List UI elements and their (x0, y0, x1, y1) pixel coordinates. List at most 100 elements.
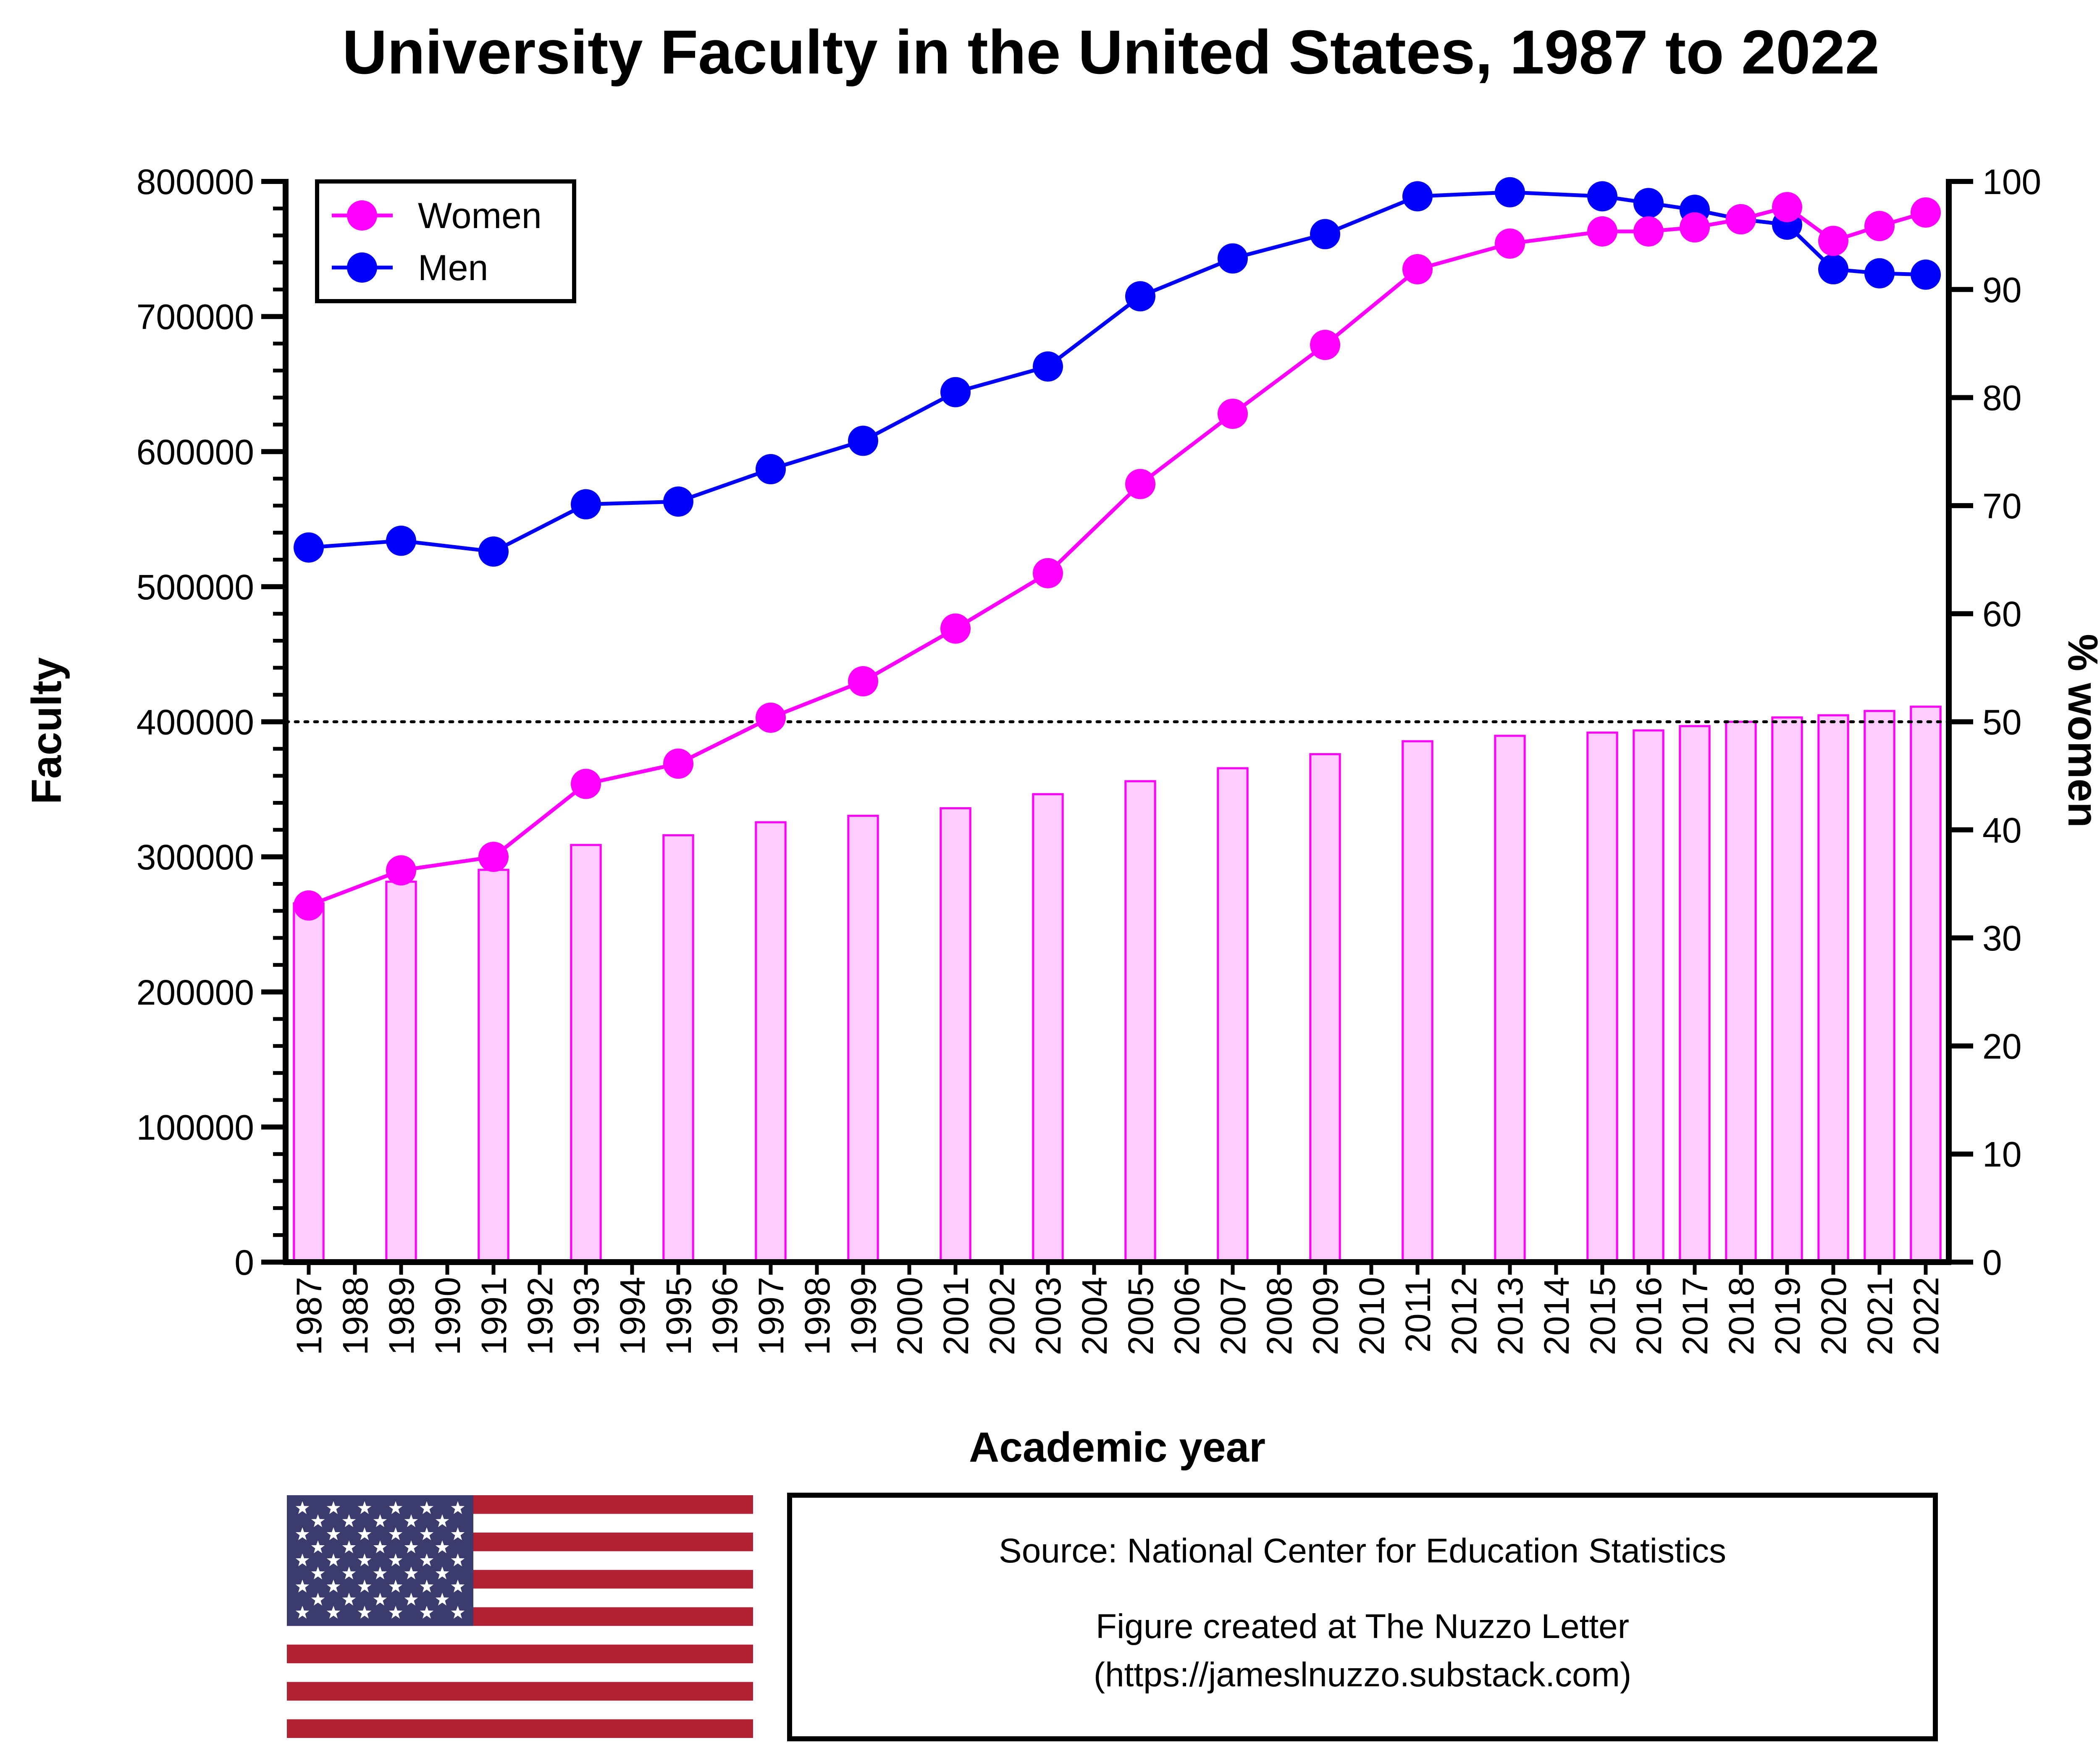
point-men-2003 (1033, 351, 1063, 382)
flag-star (342, 1593, 356, 1606)
flag-star (435, 1593, 449, 1606)
point-men-1989 (386, 525, 416, 556)
flag-star (388, 1527, 403, 1541)
bar-pct-women-2022 (1910, 705, 1942, 1263)
x-tick-label: 2017 (1675, 1277, 1715, 1355)
point-men-2005 (1125, 281, 1155, 312)
flag-stripe (287, 1719, 753, 1738)
point-men-2022 (1911, 259, 1941, 290)
x-tick-label: 2016 (1629, 1277, 1669, 1355)
y-tick-label: 100000 (136, 1108, 254, 1147)
x-tick-label: 2021 (1860, 1277, 1900, 1355)
bar-pct-women-2001 (940, 807, 971, 1263)
flag-star (373, 1593, 387, 1606)
flag-star (326, 1579, 341, 1593)
bar-pct-women-2015 (1586, 731, 1618, 1263)
source-box: Source: National Center for Education St… (787, 1493, 1938, 1741)
flag-star (357, 1527, 372, 1541)
x-tick-label: 2011 (1398, 1277, 1438, 1353)
flag-star (342, 1566, 356, 1580)
x-tick-label: 2009 (1306, 1277, 1345, 1355)
bar-pct-women-1995 (662, 834, 694, 1263)
point-women-2009 (1310, 330, 1340, 360)
point-women-2015 (1587, 216, 1617, 247)
flag-star (388, 1501, 403, 1514)
flag-star (451, 1501, 465, 1514)
legend-women-marker (347, 200, 377, 231)
x-tick-label: 2012 (1444, 1277, 1484, 1355)
x-tick-label: 2000 (890, 1277, 929, 1355)
y-tick-label: 700000 (136, 297, 254, 337)
x-tick-label: 2007 (1213, 1277, 1253, 1355)
y-tick-label: 400000 (136, 703, 254, 742)
bar-pct-women-1993 (570, 844, 602, 1263)
y-tick-label: 0 (234, 1243, 254, 1282)
bars-layer (293, 705, 1942, 1263)
point-women-1997 (756, 702, 786, 733)
flag-star (451, 1579, 465, 1593)
line-women (308, 205, 1927, 908)
y2-tick-label: 30 (1982, 919, 2021, 958)
y2-tick-label: 70 (1982, 486, 2021, 526)
point-men-2016 (1633, 188, 1664, 218)
flag-star (311, 1566, 325, 1580)
bar-pct-women-2009 (1309, 753, 1341, 1263)
x-tick-label: 2022 (1906, 1277, 1946, 1355)
flag-star (435, 1540, 449, 1554)
flag-star (295, 1606, 310, 1619)
x-tick-label: 2013 (1491, 1277, 1530, 1355)
x-tick-label: 1989 (382, 1277, 421, 1355)
point-women-1987 (294, 890, 324, 921)
flag-star (451, 1606, 465, 1619)
flag-star (404, 1566, 418, 1580)
x-tick-label: 1995 (659, 1277, 698, 1355)
flag-stripe (287, 1644, 753, 1664)
point-men-1995 (663, 486, 693, 517)
bar-pct-women-1999 (847, 814, 879, 1263)
us-flag-image (287, 1495, 753, 1738)
x-tick-label: 1988 (336, 1277, 375, 1355)
x-tick-label: 1998 (798, 1277, 837, 1355)
bar-pct-women-1997 (755, 821, 787, 1263)
point-women-2021 (1864, 211, 1895, 242)
y-tick-label: 800000 (136, 162, 254, 202)
flag-star (420, 1579, 434, 1593)
flag-star (373, 1540, 387, 1554)
legend: Women Men (315, 179, 576, 303)
point-men-1993 (571, 489, 601, 520)
x-tick-label: 2018 (1722, 1277, 1761, 1355)
flag-stripe (287, 1682, 753, 1701)
bar-pct-women-2018 (1725, 721, 1757, 1263)
x-tick-label: 2010 (1352, 1277, 1391, 1355)
x-tick-label: 2006 (1167, 1277, 1207, 1355)
x-tick-label: 1992 (520, 1277, 560, 1355)
y2-axis-title: % women (2059, 634, 2100, 827)
bar-pct-women-2019 (1771, 716, 1803, 1263)
y-axis-title: Faculty (23, 657, 70, 804)
flag-star (373, 1566, 387, 1580)
flag-star (295, 1579, 310, 1593)
flag-star (357, 1606, 372, 1619)
flag-star (295, 1553, 310, 1567)
point-men-1997 (756, 454, 786, 485)
credit-line-2: (https://jameslnuzzo.substack.com) (1094, 1656, 1632, 1694)
flag-star (404, 1514, 418, 1527)
x-tick-label: 2020 (1814, 1277, 1853, 1355)
point-women-2013 (1495, 228, 1525, 259)
y-tick-label: 500000 (136, 567, 254, 607)
source-line: Source: National Center for Education St… (999, 1532, 1726, 1570)
y2-tick-label: 40 (1982, 811, 2021, 850)
legend-men-label: Men (418, 248, 488, 288)
point-women-2019 (1772, 192, 1802, 223)
flag-star (420, 1606, 434, 1619)
point-men-2020 (1818, 254, 1848, 285)
x-tick-label: 1999 (844, 1277, 883, 1355)
ticks-layer: 0100000200000300000400000500000600000700… (136, 162, 2041, 1355)
point-men-2015 (1587, 181, 1617, 212)
y2-tick-label: 10 (1982, 1135, 2021, 1174)
x-tick-label: 1987 (289, 1277, 329, 1355)
point-men-2001 (940, 377, 971, 407)
flag-star (357, 1579, 372, 1593)
flag-star (420, 1527, 434, 1541)
bar-pct-women-2020 (1817, 714, 1849, 1263)
